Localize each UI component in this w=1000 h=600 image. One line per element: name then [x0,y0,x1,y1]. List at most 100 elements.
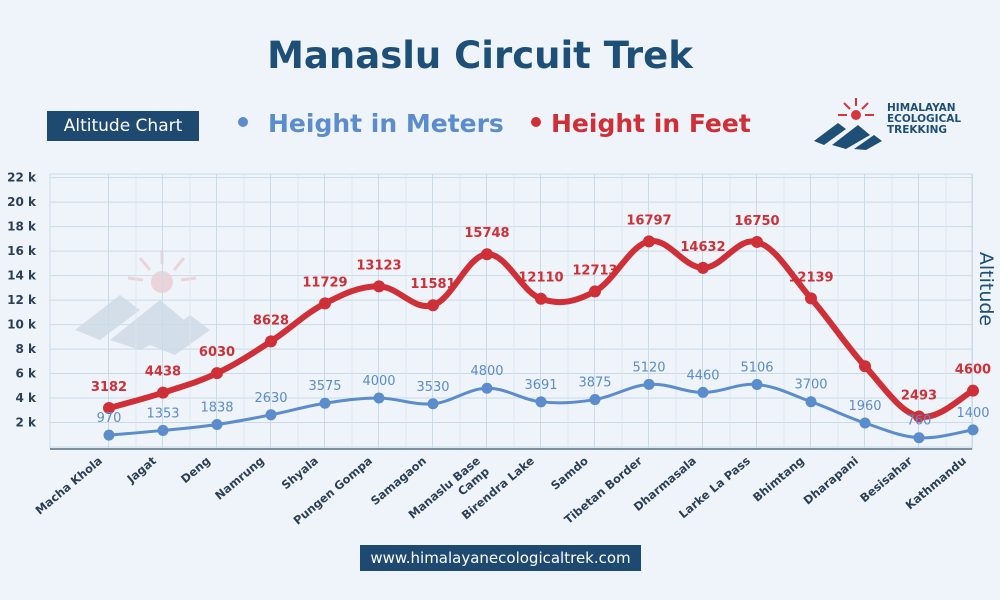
data-labels: 970 1353 1838 2630 3575 4000 3530 4800 3691 3875 5… [91,213,991,428]
data-label: 4000 [362,374,395,389]
data-point [859,360,871,373]
x-tick-label: Bhimtang [750,454,807,505]
logo-line-3: TREKKING [887,124,948,136]
x-tick-label: Macha Khola [33,454,105,518]
y-tick-label: 18 k [7,220,37,234]
data-point [319,297,331,310]
data-point [157,424,169,436]
data-point [913,410,925,423]
data-point [211,418,223,430]
data-label: 2493 [901,388,937,403]
data-label: 3530 [416,380,449,395]
data-point [967,424,979,436]
data-point [157,386,169,399]
data-point [697,261,709,274]
data-label: 12110 [518,271,563,286]
y-tick-label: 2 k [15,416,37,430]
y-axis-label: Altitude [975,252,997,326]
data-label: 1353 [146,406,179,421]
legend-dot-feet [531,117,541,127]
mountain-icon [814,123,882,150]
data-label: 14632 [680,240,725,255]
grid-lines [49,173,973,450]
data-label: 8628 [253,313,289,328]
x-tick-label: Deng [178,454,213,486]
logo-line-2: ECOLOGICAL [887,113,962,125]
y-tick-labels: 2 k 4 k 6 k 8 k 10 k 12 k 14 k 16 k 18 k 20 k 22 k [7,171,37,430]
x-tick-label: Jagat [123,453,159,486]
company-logo [814,98,882,150]
data-point [805,396,817,408]
y-tick-label: 10 k [7,318,37,332]
page-title: Manaslu Circuit Trek [267,34,693,77]
data-point [103,402,115,415]
data-label: 12713 [572,263,617,278]
y-tick-label: 20 k [7,195,37,209]
data-point [427,398,439,410]
data-label: 5106 [740,360,773,375]
data-label: 16750 [734,214,779,229]
data-point [535,396,547,408]
data-point [211,367,223,380]
series-meters [103,378,979,444]
data-point [265,335,277,348]
data-label: 970 [97,411,122,426]
logo-text: HIMALAYAN ECOLOGICAL TREKKING [887,103,961,136]
x-tick-label: Samdo [548,454,591,493]
series-feet [103,235,979,423]
data-point [373,280,385,293]
data-point [481,248,493,261]
data-label: 6030 [199,345,235,360]
data-point [643,378,655,390]
data-label: 16797 [626,213,671,228]
data-label: 3700 [794,378,827,393]
data-label: 4460 [686,368,719,383]
altitude-chart-badge: Altitude Chart [47,111,199,141]
y-tick-label: 16 k [7,244,37,258]
data-label: 3875 [578,376,611,391]
data-point [265,409,277,421]
logo-line-1: HIMALAYAN [887,102,956,114]
data-point [859,417,871,429]
legend-meters: Height in Meters [238,109,504,138]
data-label: 12139 [788,270,833,285]
data-label: 3575 [308,379,341,394]
data-label: 1960 [848,399,881,414]
legend-meters-label: Height in Meters [268,109,504,138]
data-label: 11581 [410,277,455,292]
legend-feet-label: Height in Feet [551,109,751,138]
y-tick-label: 4 k [15,391,37,405]
data-point [643,235,655,248]
data-label: 1400 [956,406,989,421]
data-label: 15748 [464,226,509,241]
data-point [751,378,763,390]
y-tick-label: 6 k [15,367,37,381]
data-point [913,432,925,444]
data-label: 3691 [524,378,557,393]
plot-frame [49,173,973,450]
data-label: 4800 [470,364,503,379]
data-label: 760 [907,414,932,429]
y-tick-label: 8 k [15,342,37,356]
data-point [697,386,709,398]
data-label: 2630 [254,391,287,406]
y-tick-label: 14 k [7,269,37,283]
x-tick-label: Dharapani [801,454,861,508]
data-point [481,382,493,394]
data-point [589,285,601,298]
data-point [805,292,817,305]
data-point [751,235,763,248]
data-point [319,397,331,409]
data-label: 1838 [200,400,233,415]
data-point [427,299,439,312]
data-label: 4600 [955,363,991,378]
data-label: 4438 [145,365,181,380]
x-tick-label: Shyala [279,454,321,493]
legend-feet: Height in Feet [531,109,751,138]
x-tick-labels: Macha Khola Jagat Deng Namrung ShyalaPungen … [33,453,969,527]
y-tick-label: 22 k [7,171,37,185]
data-point [589,394,601,406]
data-point [967,384,979,397]
data-label: 5120 [632,360,665,375]
data-point [535,292,547,305]
